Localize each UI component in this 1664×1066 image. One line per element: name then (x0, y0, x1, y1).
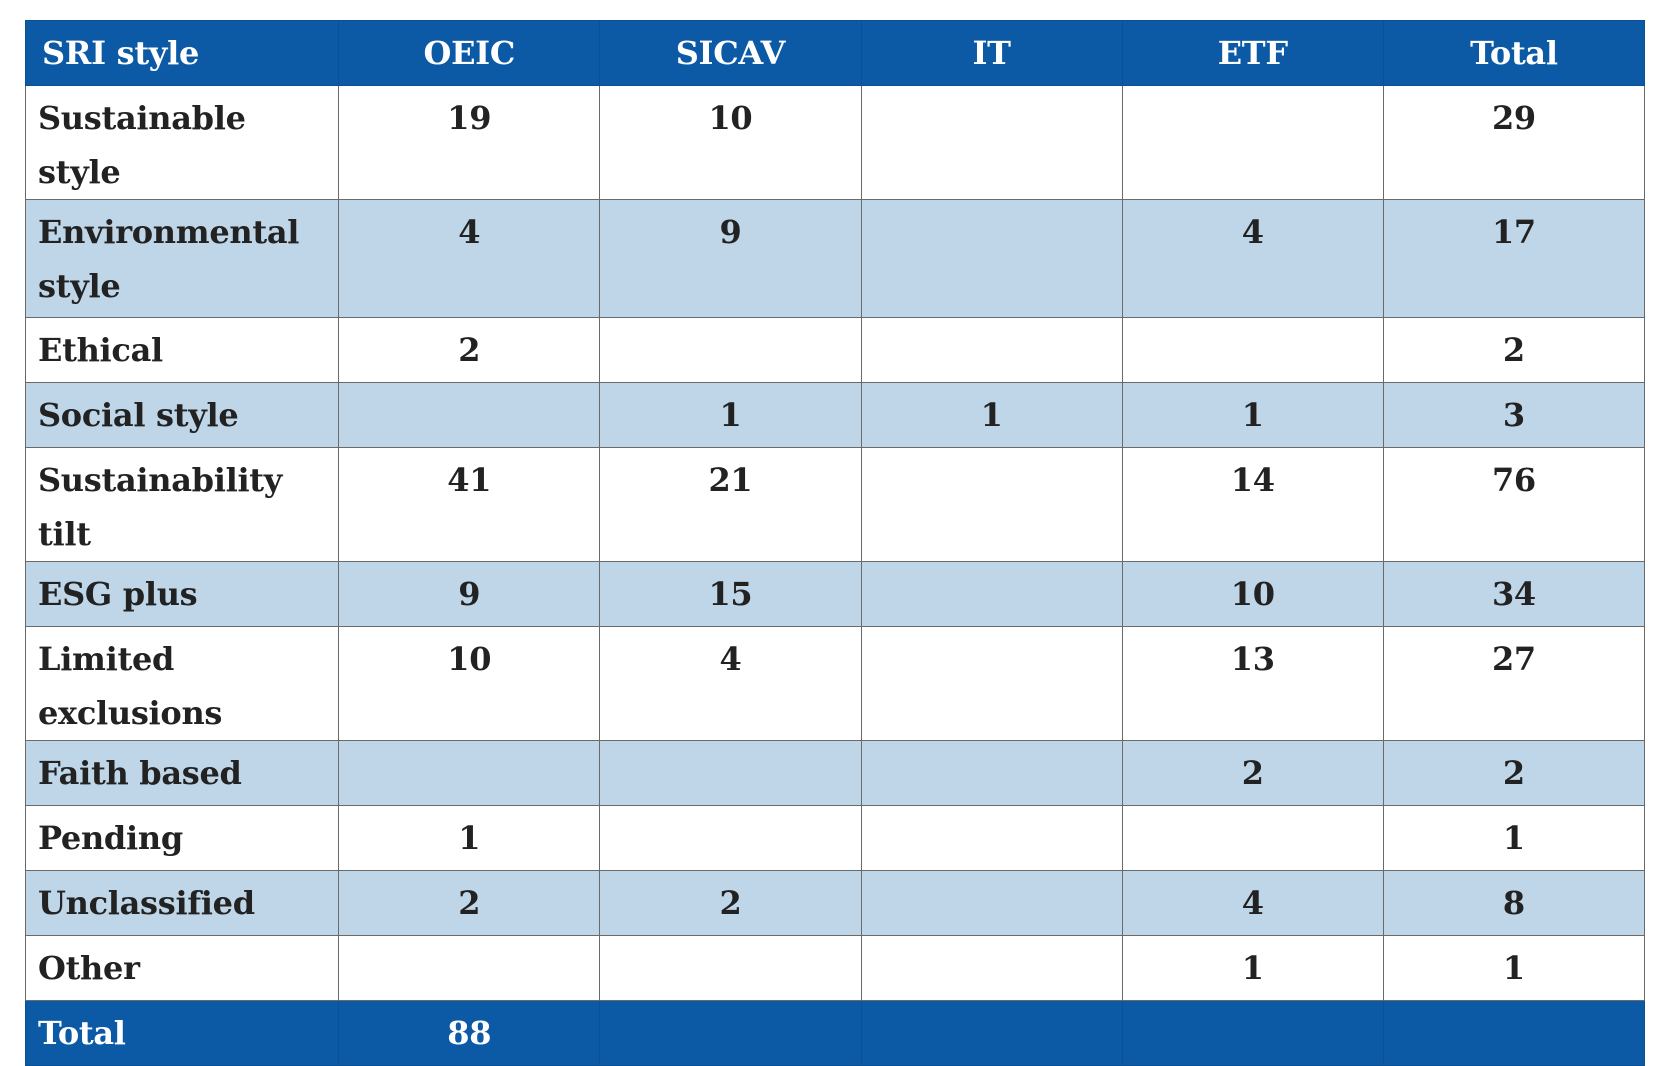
table-row: ESG plus 9 15 10 34 (24, 561, 1646, 627)
cell-oeic: 10 (338, 626, 601, 741)
cell-etf: 13 (1121, 626, 1384, 741)
table-row: Sustainable style 19 10 29 (24, 85, 1646, 200)
cell-sicav: 21 (599, 447, 862, 562)
table-row: Other 1 1 (24, 935, 1646, 1001)
table-row: Environmental style 4 9 4 17 (24, 199, 1646, 318)
cell-etf (1121, 85, 1384, 200)
table-row: Pending 1 1 (24, 805, 1646, 871)
column-header-sicav: SICAV (599, 20, 862, 86)
cell-sicav (599, 740, 862, 806)
cell-etf (1121, 805, 1384, 871)
cell-oeic: 1 (338, 805, 601, 871)
cell-it (860, 870, 1123, 936)
total-cell-total (1382, 1000, 1646, 1066)
cell-oeic: 19 (338, 85, 601, 200)
cell-oeic: 4 (338, 199, 601, 318)
total-row: Total 88 (24, 1000, 1646, 1066)
cell-oeic (338, 935, 601, 1001)
cell-etf: 14 (1121, 447, 1384, 562)
total-cell-sicav (599, 1000, 862, 1066)
cell-etf: 4 (1121, 870, 1384, 936)
table-row: Unclassified 2 2 4 8 (24, 870, 1646, 936)
row-label: Social style (24, 382, 340, 448)
cell-etf: 1 (1121, 935, 1384, 1001)
table-row: Ethical 2 2 (24, 317, 1646, 383)
cell-sicav: 2 (599, 870, 862, 936)
cell-sicav: 10 (599, 85, 862, 200)
cell-total: 1 (1382, 935, 1646, 1001)
row-label: Pending (24, 805, 340, 871)
cell-oeic (338, 382, 601, 448)
cell-sicav: 9 (599, 199, 862, 318)
cell-it (860, 740, 1123, 806)
cell-etf: 1 (1121, 382, 1384, 448)
cell-etf: 2 (1121, 740, 1384, 806)
column-header-total: Total (1382, 20, 1646, 86)
column-header-etf: ETF (1121, 20, 1384, 86)
column-header-sri-style: SRI style (24, 20, 340, 86)
column-header-it: IT (860, 20, 1123, 86)
cell-sicav: 4 (599, 626, 862, 741)
cell-it (860, 317, 1123, 383)
row-label: Sustainable style (24, 85, 340, 200)
column-header-oeic: OEIC (338, 20, 601, 86)
cell-total: 2 (1382, 740, 1646, 806)
cell-etf (1121, 317, 1384, 383)
cell-oeic (338, 740, 601, 806)
cell-sicav (599, 935, 862, 1001)
cell-it (860, 561, 1123, 627)
row-label: ESG plus (24, 561, 340, 627)
cell-it (860, 935, 1123, 1001)
cell-total: 17 (1382, 199, 1646, 318)
total-cell-etf (1121, 1000, 1384, 1066)
total-cell-it (860, 1000, 1123, 1066)
cell-etf: 10 (1121, 561, 1384, 627)
row-label: Limited exclusions (24, 626, 340, 741)
cell-oeic: 2 (338, 870, 601, 936)
cell-total: 29 (1382, 85, 1646, 200)
cell-it (860, 85, 1123, 200)
cell-oeic: 2 (338, 317, 601, 383)
row-label: Ethical (24, 317, 340, 383)
table-row: Sustainability tilt 41 21 14 76 (24, 447, 1646, 562)
row-label: Environmental style (24, 199, 340, 318)
cell-sicav: 15 (599, 561, 862, 627)
cell-total: 76 (1382, 447, 1646, 562)
cell-it (860, 626, 1123, 741)
cell-total: 1 (1382, 805, 1646, 871)
cell-total: 8 (1382, 870, 1646, 936)
cell-it (860, 447, 1123, 562)
row-label: Faith based (24, 740, 340, 806)
cell-sicav: 1 (599, 382, 862, 448)
sri-style-table: SRI style OEIC SICAV IT ETF Total Sustai… (24, 20, 1646, 1066)
cell-it (860, 805, 1123, 871)
cell-etf: 4 (1121, 199, 1384, 318)
table-row: Faith based 2 2 (24, 740, 1646, 806)
header-row: SRI style OEIC SICAV IT ETF Total (24, 20, 1646, 86)
cell-oeic: 9 (338, 561, 601, 627)
row-label: Sustainability tilt (24, 447, 340, 562)
row-label: Unclassified (24, 870, 340, 936)
cell-sicav (599, 317, 862, 383)
cell-total: 34 (1382, 561, 1646, 627)
row-label: Other (24, 935, 340, 1001)
table-row: Limited exclusions 10 4 13 27 (24, 626, 1646, 741)
cell-sicav (599, 805, 862, 871)
cell-it: 1 (860, 382, 1123, 448)
cell-it (860, 199, 1123, 318)
total-label: Total (24, 1000, 340, 1066)
total-cell-oeic: 88 (338, 1000, 601, 1066)
table-row: Social style 1 1 1 3 (24, 382, 1646, 448)
cell-oeic: 41 (338, 447, 601, 562)
cell-total: 27 (1382, 626, 1646, 741)
cell-total: 3 (1382, 382, 1646, 448)
cell-total: 2 (1382, 317, 1646, 383)
